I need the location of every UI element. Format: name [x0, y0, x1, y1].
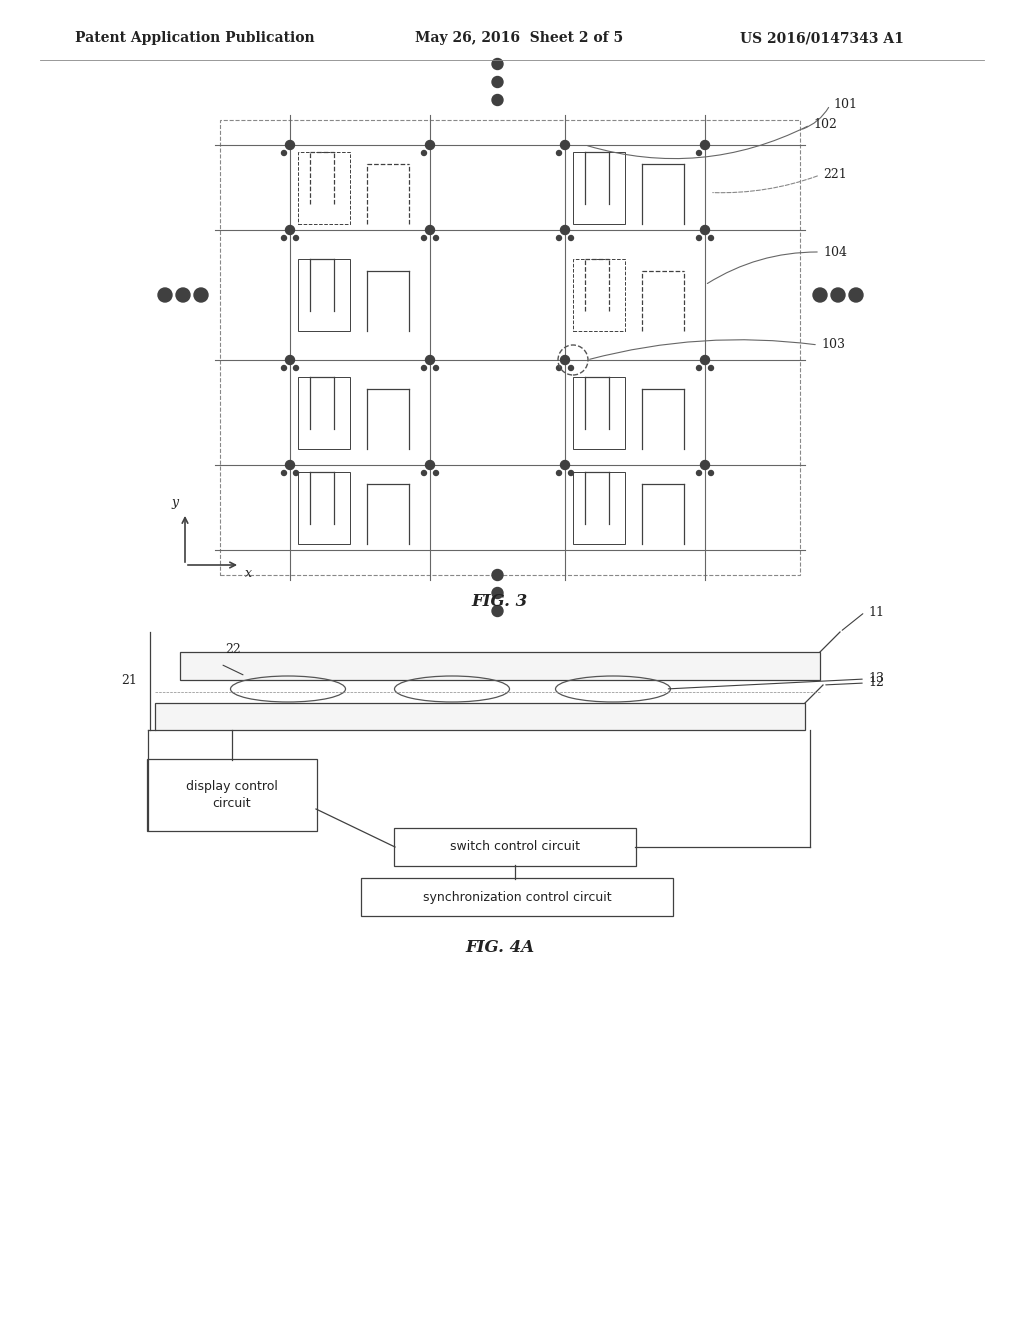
Circle shape	[700, 461, 710, 470]
FancyBboxPatch shape	[394, 828, 636, 866]
Circle shape	[492, 569, 503, 581]
Circle shape	[696, 235, 701, 240]
Circle shape	[282, 470, 287, 475]
Circle shape	[294, 235, 299, 240]
FancyBboxPatch shape	[361, 878, 673, 916]
Circle shape	[194, 288, 208, 302]
Circle shape	[700, 355, 710, 364]
Bar	[572, 259, 626, 331]
Circle shape	[560, 355, 569, 364]
Circle shape	[492, 77, 503, 87]
Circle shape	[560, 461, 569, 470]
Bar	[180, 652, 820, 680]
Circle shape	[700, 140, 710, 149]
Circle shape	[696, 366, 701, 371]
Text: Patent Application Publication: Patent Application Publication	[75, 30, 314, 45]
Circle shape	[282, 235, 287, 240]
Circle shape	[426, 355, 434, 364]
Circle shape	[568, 366, 573, 371]
Circle shape	[433, 235, 438, 240]
Bar	[572, 152, 626, 223]
Circle shape	[849, 288, 863, 302]
Text: 11: 11	[868, 606, 884, 619]
Text: switch control circuit: switch control circuit	[450, 841, 580, 854]
Circle shape	[422, 470, 427, 475]
Circle shape	[286, 355, 295, 364]
Circle shape	[286, 461, 295, 470]
Circle shape	[282, 150, 287, 156]
Text: x: x	[245, 568, 252, 579]
Circle shape	[422, 366, 427, 371]
Circle shape	[422, 150, 427, 156]
Circle shape	[709, 470, 714, 475]
Text: 13: 13	[868, 672, 884, 685]
Text: display control
circuit: display control circuit	[186, 780, 278, 810]
Text: 103: 103	[821, 338, 845, 351]
Circle shape	[556, 470, 561, 475]
Bar	[572, 471, 626, 544]
Circle shape	[286, 140, 295, 149]
Circle shape	[568, 235, 573, 240]
Circle shape	[568, 470, 573, 475]
Circle shape	[433, 366, 438, 371]
Circle shape	[709, 235, 714, 240]
Circle shape	[560, 140, 569, 149]
Circle shape	[286, 226, 295, 235]
Bar	[572, 376, 626, 449]
Bar	[298, 259, 350, 331]
Text: 12: 12	[868, 676, 884, 689]
Bar	[298, 152, 350, 223]
Circle shape	[556, 366, 561, 371]
Circle shape	[560, 226, 569, 235]
Circle shape	[176, 288, 190, 302]
Text: May 26, 2016  Sheet 2 of 5: May 26, 2016 Sheet 2 of 5	[415, 30, 624, 45]
Text: 21: 21	[121, 675, 137, 688]
Circle shape	[709, 366, 714, 371]
Circle shape	[831, 288, 845, 302]
Text: 101: 101	[833, 99, 857, 111]
Bar	[298, 471, 350, 544]
Circle shape	[294, 366, 299, 371]
Bar	[298, 376, 350, 449]
Circle shape	[492, 58, 503, 70]
Circle shape	[492, 95, 503, 106]
Circle shape	[556, 150, 561, 156]
Text: synchronization control circuit: synchronization control circuit	[423, 891, 611, 903]
Circle shape	[422, 235, 427, 240]
Text: FIG. 3: FIG. 3	[472, 594, 528, 610]
Circle shape	[813, 288, 827, 302]
Circle shape	[294, 470, 299, 475]
Circle shape	[492, 606, 503, 616]
Circle shape	[282, 366, 287, 371]
Circle shape	[556, 235, 561, 240]
Text: FIG. 4A: FIG. 4A	[466, 940, 535, 957]
Circle shape	[433, 470, 438, 475]
Text: 22: 22	[225, 643, 242, 656]
Text: y: y	[171, 496, 178, 510]
Circle shape	[426, 226, 434, 235]
Text: 104: 104	[823, 246, 847, 259]
Text: US 2016/0147343 A1: US 2016/0147343 A1	[740, 30, 904, 45]
Circle shape	[696, 470, 701, 475]
Bar	[220, 120, 800, 576]
Circle shape	[158, 288, 172, 302]
Text: 102: 102	[813, 119, 837, 132]
Circle shape	[492, 587, 503, 598]
Text: 221: 221	[823, 169, 847, 181]
Bar	[155, 704, 805, 730]
Circle shape	[426, 461, 434, 470]
FancyBboxPatch shape	[147, 759, 317, 832]
Circle shape	[696, 150, 701, 156]
Circle shape	[700, 226, 710, 235]
Circle shape	[426, 140, 434, 149]
